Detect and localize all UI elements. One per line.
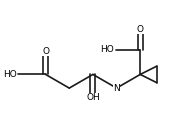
Text: O: O bbox=[137, 25, 144, 34]
Text: HO: HO bbox=[3, 70, 17, 79]
Text: HO: HO bbox=[101, 45, 114, 54]
Text: OH: OH bbox=[86, 93, 100, 102]
Text: N: N bbox=[113, 84, 120, 93]
Text: O: O bbox=[42, 47, 49, 56]
